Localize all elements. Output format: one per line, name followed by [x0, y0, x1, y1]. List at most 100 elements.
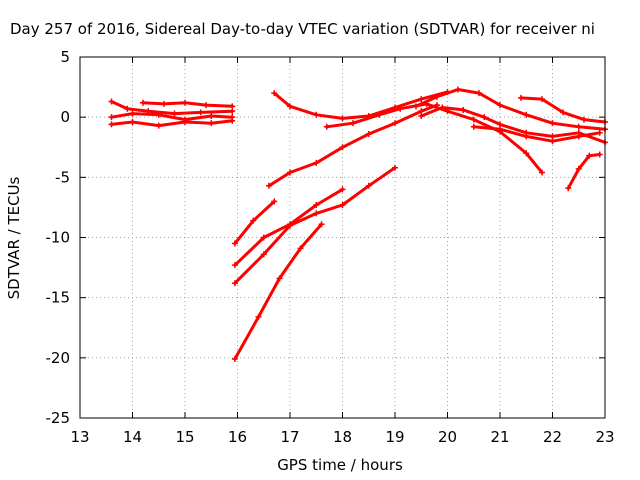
data-point [129, 110, 136, 117]
y-tick-label: 0 [60, 108, 70, 126]
data-point [339, 202, 346, 209]
data-point [439, 104, 446, 111]
data-point [313, 210, 320, 217]
data-point [313, 202, 320, 209]
x-tick-label: 20 [438, 428, 457, 446]
data-point [197, 109, 204, 116]
data-point [560, 109, 566, 116]
data-point [497, 102, 503, 109]
data-point [313, 159, 320, 166]
data-point [397, 105, 404, 112]
data-point [297, 245, 304, 252]
data-point [350, 120, 356, 127]
data-point [339, 186, 346, 193]
y-axis-label: SDTVAR / TECUs [5, 176, 23, 299]
data-point [523, 133, 530, 140]
x-tick-label: 15 [175, 428, 194, 446]
data-point [231, 240, 238, 247]
data-point [539, 96, 545, 103]
axis-ticks [79, 56, 606, 419]
data-point [549, 120, 556, 127]
data-point [392, 120, 398, 127]
data-point [434, 93, 440, 100]
data-point [171, 110, 178, 117]
data-point [203, 102, 209, 109]
x-tick-label: 21 [490, 428, 509, 446]
data-point [339, 144, 346, 151]
data-point [497, 126, 503, 133]
data-point [287, 103, 293, 110]
data-point [586, 152, 593, 159]
data-point [287, 169, 293, 176]
x-tick-label: 22 [543, 428, 562, 446]
data-point [318, 221, 325, 228]
data-point [231, 262, 238, 269]
data-point [108, 121, 115, 128]
data-point [266, 182, 272, 189]
chart-title: Day 257 of 2016, Sidereal Day-to-day VTE… [10, 20, 595, 38]
x-tick-label: 18 [333, 428, 352, 446]
data-series [108, 86, 608, 363]
data-point [229, 117, 236, 124]
data-point [155, 111, 162, 118]
data-point [129, 118, 136, 125]
data-point [518, 94, 524, 101]
x-tick-label: 17 [280, 428, 299, 446]
data-point [108, 98, 115, 105]
data-point [596, 129, 603, 136]
data-point [161, 100, 167, 107]
data-point [523, 150, 530, 157]
data-point [250, 217, 257, 224]
data-point [460, 106, 467, 113]
data-point [140, 99, 146, 106]
data-point [365, 131, 372, 138]
data-point [575, 123, 582, 130]
x-tick-label: 13 [70, 428, 89, 446]
x-tick-label: 14 [123, 428, 142, 446]
series-line-15 [233, 222, 323, 361]
data-point [413, 103, 419, 110]
data-point [124, 105, 131, 112]
data-point [260, 251, 267, 258]
data-point [108, 114, 115, 121]
data-point [276, 275, 283, 282]
data-point [313, 111, 320, 118]
data-point [339, 115, 346, 122]
data-point [229, 103, 236, 110]
y-tick-labels: 5 0 -5 -10 -15 -20 -25 [46, 48, 71, 427]
data-point [596, 151, 603, 158]
x-axis-label: GPS time / hours [277, 456, 403, 474]
data-point [481, 114, 488, 121]
series-line-11 [267, 103, 439, 188]
y-tick-label: -25 [46, 409, 71, 427]
data-point [365, 182, 372, 189]
data-point [231, 356, 238, 363]
data-point [208, 112, 215, 119]
data-point [323, 123, 330, 130]
data-point [539, 169, 545, 176]
series-line-1 [110, 100, 234, 116]
series-line-5 [272, 90, 449, 120]
series-line-9 [472, 125, 602, 143]
data-point [575, 165, 582, 172]
data-point [376, 111, 383, 118]
data-point [271, 198, 278, 205]
x-tick-label: 23 [595, 428, 614, 446]
data-point [182, 118, 188, 125]
data-point [155, 122, 162, 129]
y-tick-label: -15 [46, 289, 71, 307]
data-point [392, 164, 398, 171]
data-point [287, 222, 293, 229]
data-point [271, 90, 278, 97]
y-tick-label: 5 [60, 48, 70, 66]
series-line-2 [110, 112, 234, 122]
data-point [418, 108, 425, 115]
data-point [549, 138, 556, 145]
x-tick-labels: 13 14 15 16 17 18 19 20 21 22 23 [70, 428, 614, 446]
y-tick-label: -20 [46, 349, 71, 367]
data-point [581, 116, 587, 123]
data-point [575, 133, 582, 140]
y-tick-label: -5 [55, 168, 70, 186]
data-point [255, 313, 262, 320]
